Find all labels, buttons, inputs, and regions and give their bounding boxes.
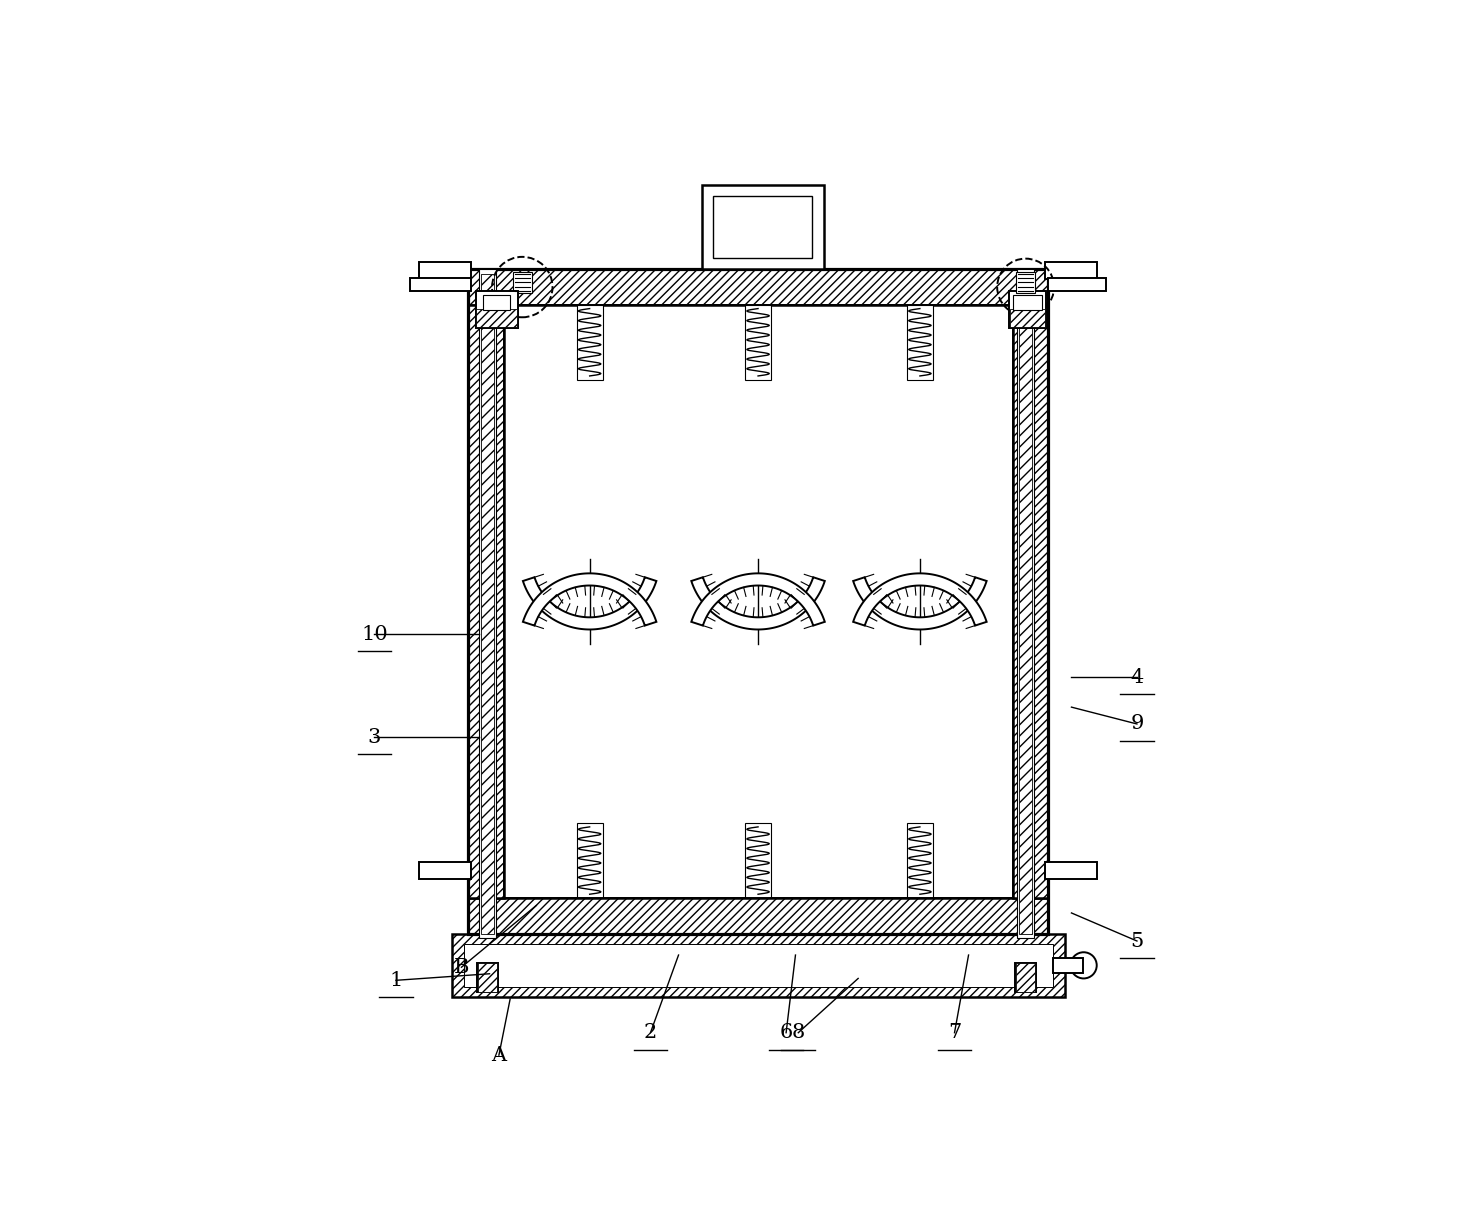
Bar [478, 963, 497, 991]
Text: 4: 4 [1130, 668, 1144, 686]
Bar [467, 898, 1048, 933]
Bar [1010, 309, 1045, 327]
Bar [476, 309, 516, 327]
Bar [1019, 273, 1032, 933]
Bar [453, 933, 1064, 998]
Bar [467, 270, 1048, 933]
Bar [419, 261, 470, 278]
Bar [1013, 294, 1042, 310]
Bar [479, 270, 495, 938]
Bar [1016, 962, 1036, 993]
Bar [481, 273, 494, 933]
Bar [1013, 305, 1048, 898]
Bar [701, 185, 823, 270]
Bar [907, 823, 933, 898]
Bar [410, 278, 470, 290]
Bar [745, 823, 772, 898]
Bar [513, 272, 532, 293]
Text: 7: 7 [948, 1023, 961, 1042]
Polygon shape [691, 573, 825, 626]
Bar [1016, 963, 1035, 991]
Text: B: B [454, 957, 469, 977]
Bar [907, 305, 933, 379]
Bar [1048, 278, 1105, 290]
Polygon shape [523, 577, 657, 629]
Bar [467, 305, 504, 898]
Text: 3: 3 [368, 728, 381, 746]
Circle shape [1070, 953, 1097, 978]
Bar [478, 962, 498, 993]
Text: 5: 5 [1130, 932, 1144, 950]
Text: A: A [491, 1046, 507, 1064]
Bar [465, 944, 1053, 987]
Bar [745, 305, 772, 379]
Bar [713, 197, 813, 258]
Text: 10: 10 [362, 625, 388, 644]
Text: 1: 1 [390, 971, 403, 990]
Polygon shape [691, 577, 825, 629]
Text: 2: 2 [644, 1023, 657, 1042]
Bar [475, 290, 517, 328]
Text: 9: 9 [1130, 714, 1144, 734]
Polygon shape [853, 577, 986, 629]
Text: 6: 6 [779, 1023, 792, 1042]
Bar [504, 305, 1013, 898]
Bar [484, 294, 510, 310]
Bar [1053, 957, 1083, 973]
Bar [576, 305, 603, 379]
Polygon shape [853, 573, 986, 626]
Bar [576, 823, 603, 898]
Bar [1016, 272, 1035, 293]
Bar [467, 270, 1048, 305]
Text: 8: 8 [792, 1023, 806, 1042]
Bar [1017, 270, 1033, 938]
Polygon shape [523, 573, 657, 626]
Bar [1008, 290, 1047, 328]
Bar [1045, 261, 1097, 278]
Bar [419, 863, 470, 880]
Bar [1045, 863, 1097, 880]
